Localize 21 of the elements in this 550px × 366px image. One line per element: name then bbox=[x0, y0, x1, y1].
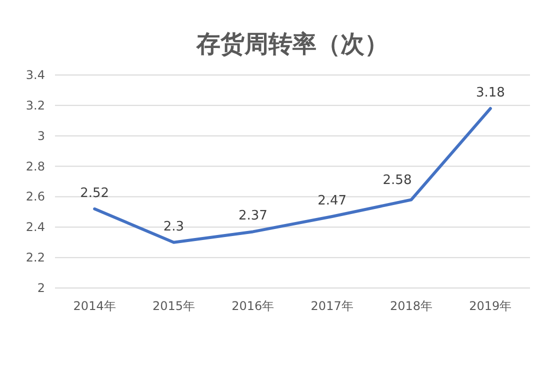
x-tick-label: 2014年 bbox=[73, 299, 116, 313]
x-tick-label: 2018年 bbox=[390, 299, 433, 313]
y-tick-label: 2.6 bbox=[26, 190, 45, 204]
x-tick-label: 2017年 bbox=[310, 299, 354, 313]
data-label: 2.52 bbox=[80, 186, 110, 201]
x-tick-label: 2016年 bbox=[232, 299, 274, 313]
chart-title: 存货周转率（次） bbox=[196, 30, 388, 58]
data-label: 2.37 bbox=[238, 208, 268, 224]
y-tick-label: 2.4 bbox=[26, 220, 45, 234]
y-tick-label: 3 bbox=[37, 128, 45, 143]
x-tick-label: 2019年 bbox=[469, 299, 512, 313]
x-tick-label: 2015年 bbox=[152, 299, 196, 313]
y-tick-label: 3.2 bbox=[26, 98, 45, 112]
data-label: 2.3 bbox=[163, 219, 184, 234]
data-label: 2.58 bbox=[382, 172, 412, 188]
data-label: 3.18 bbox=[476, 85, 505, 100]
data-label: 2.47 bbox=[318, 193, 347, 208]
y-tick-label: 3.4 bbox=[26, 68, 45, 82]
y-tick-label: 2.2 bbox=[26, 250, 45, 265]
y-tick-label: 2.8 bbox=[26, 159, 45, 174]
y-tick-label: 2 bbox=[37, 281, 45, 295]
